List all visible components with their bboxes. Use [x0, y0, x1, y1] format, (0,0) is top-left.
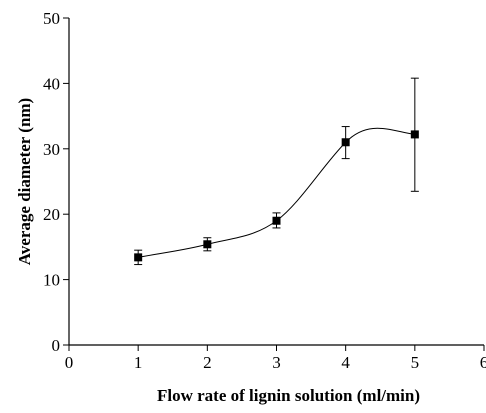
ticks-group: 0 1 2 3 4 5 6 0 10 20 30 40 50	[43, 9, 486, 372]
y-tick-label: 20	[43, 205, 60, 224]
x-axis-label: Flow rate of lignin solution (ml/min)	[157, 386, 420, 405]
y-tick-label: 10	[43, 271, 60, 290]
x-tick-label: 2	[203, 353, 212, 372]
data-point-marker	[203, 240, 212, 249]
data-point-marker	[272, 216, 281, 225]
y-tick-label: 40	[43, 74, 60, 93]
y-tick-label: 30	[43, 140, 60, 159]
data-point-marker	[341, 138, 350, 147]
x-tick-label: 4	[341, 353, 350, 372]
x-tick-label: 1	[134, 353, 143, 372]
data-point-marker	[134, 253, 143, 262]
x-tick-label: 3	[272, 353, 281, 372]
data-point-marker	[410, 130, 419, 139]
x-tick-label: 6	[480, 353, 486, 372]
axes-group	[68, 18, 484, 346]
y-tick-label: 50	[43, 9, 60, 28]
series-curve	[138, 127, 415, 258]
y-tick-label: 0	[52, 336, 61, 355]
series-group	[134, 77, 419, 266]
y-axis-label: Average diameter (nm)	[15, 98, 34, 265]
x-tick-label: 5	[411, 353, 420, 372]
x-tick-label: 0	[65, 353, 74, 372]
